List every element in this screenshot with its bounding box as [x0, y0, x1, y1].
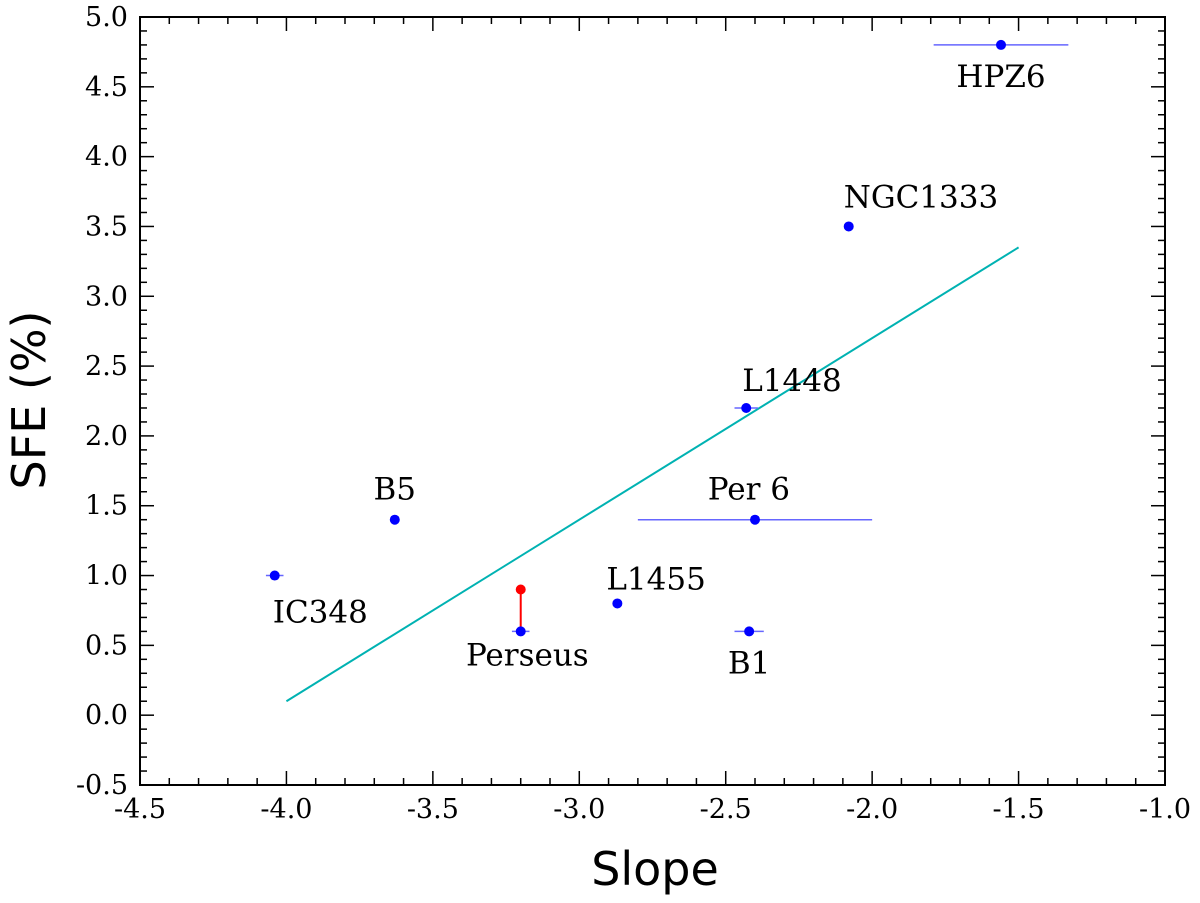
x-tick-label: -1.5	[993, 794, 1045, 825]
data-point	[750, 514, 760, 525]
y-tick-label: 4.0	[85, 142, 128, 173]
point-label: Per 6	[708, 472, 790, 508]
x-tick-label: -1.0	[1139, 794, 1191, 825]
y-tick-label: 5.0	[85, 2, 128, 33]
point-label: NGC1333	[844, 179, 999, 215]
data-point	[389, 514, 400, 525]
y-tick-label: 1.5	[85, 491, 128, 522]
plot-frame	[139, 16, 1166, 786]
y-tick-label: 0.5	[85, 630, 128, 661]
point-label: HPZ6	[956, 59, 1045, 95]
x-tick-label: -4.5	[114, 794, 166, 825]
data-point	[741, 402, 752, 413]
fit-line	[285, 246, 1020, 703]
y-tick-label: 1.0	[85, 561, 128, 592]
x-tick-label: -3.0	[553, 794, 605, 825]
data-point	[744, 626, 755, 637]
x-tick-label: -2.0	[846, 794, 898, 825]
red-point	[515, 584, 526, 595]
y-tick-label: 3.0	[85, 281, 128, 312]
point-label: L1448	[742, 363, 841, 399]
data-point	[612, 598, 623, 609]
data-point	[269, 570, 280, 581]
x-axis-title: Slope	[591, 842, 719, 896]
data-points	[265, 39, 1069, 637]
point-labels: IC348 B5 Perseus L1455 B1 Per 6 L1448 NGC1333 HP…	[273, 59, 1046, 681]
fit-line-group	[285, 246, 1020, 703]
x-tick-label: -3.5	[407, 794, 459, 825]
y-tick-label: 3.5	[85, 211, 128, 242]
data-point	[515, 626, 526, 637]
tick-labels: -4.5 -4.0 -3.5 -3.0 -2.5 -2.0 -1.5 -1.0 -0.5 0.0 0…	[76, 2, 1191, 825]
point-label: B1	[728, 645, 771, 681]
data-point	[843, 221, 854, 232]
y-axis-title: SFE (%)	[2, 311, 56, 490]
y-tick-label: -0.5	[76, 770, 128, 801]
x-tick-label: -2.5	[700, 794, 752, 825]
y-tick-label: 2.5	[85, 351, 128, 382]
point-label: B5	[374, 472, 417, 508]
x-tick-label: -4.0	[260, 794, 312, 825]
point-label: IC348	[273, 595, 368, 631]
y-tick-label: 0.0	[85, 700, 128, 731]
y-tick-label: 4.5	[85, 72, 128, 103]
axis-ticks	[139, 16, 1166, 786]
point-label: Perseus	[466, 637, 589, 673]
data-point	[996, 39, 1006, 50]
point-label: L1455	[606, 561, 705, 597]
y-tick-label: 2.0	[85, 421, 128, 452]
